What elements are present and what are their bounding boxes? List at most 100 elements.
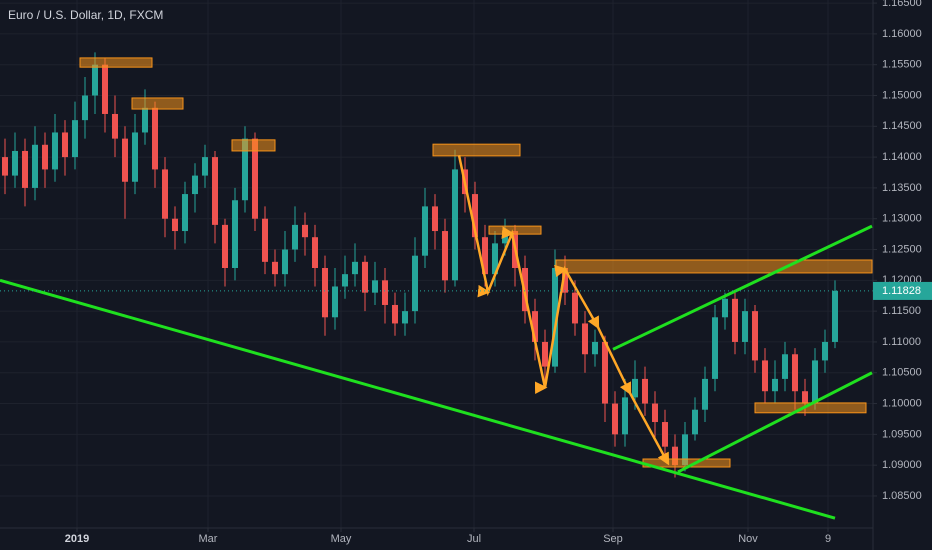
axes: 1.08500 1.09000 1.09500 1.10000 1.10500 1.110… [65, 0, 932, 545]
candle-body [272, 261, 278, 275]
candle-body [762, 360, 768, 392]
candle-body [782, 354, 788, 379]
candle-body [292, 224, 298, 250]
candle-body [592, 341, 598, 355]
zone [131, 97, 184, 110]
candle-body [52, 132, 58, 170]
y-tick-label: 1.16500 [882, 0, 922, 9]
last-price-tag [873, 281, 932, 300]
candle-body [642, 378, 648, 404]
candle-body [212, 157, 218, 225]
candle-body [802, 391, 808, 404]
candle-body [132, 132, 138, 182]
y-tick-label: 1.16000 [882, 28, 922, 40]
last-price-label: 1.11828 [882, 285, 921, 297]
candle-body [22, 150, 28, 188]
candle-body [822, 341, 828, 361]
y-tick-label: 1.11000 [882, 336, 921, 348]
candle-body [312, 237, 318, 269]
zone [555, 259, 873, 274]
candle-body [352, 261, 358, 275]
y-tick-label: 1.15000 [882, 89, 922, 101]
candle-body [172, 218, 178, 232]
x-tick-label: Mar [199, 533, 218, 545]
candle-body [322, 268, 328, 318]
y-tick-label: 1.08500 [882, 490, 922, 502]
candle-body [282, 249, 288, 275]
price-path [457, 154, 670, 466]
candle-body [672, 446, 678, 466]
y-tick-label: 1.12500 [882, 243, 922, 255]
candle-body [302, 224, 308, 238]
candle-body [182, 194, 188, 232]
x-tick-label: May [331, 533, 352, 545]
y-tick-label: 1.13000 [882, 213, 922, 225]
y-tick-label: 1.11500 [882, 305, 921, 317]
x-tick-label: Jul [467, 533, 481, 545]
chart-title: Euro / U.S. Dollar, 1D, FXCM [8, 8, 163, 22]
candle-body [202, 157, 208, 176]
candle-body [792, 354, 798, 392]
trendline [0, 278, 836, 520]
candle-body [602, 341, 608, 404]
candle-body [582, 323, 588, 355]
candle-body [752, 311, 758, 361]
candle-body [402, 311, 408, 324]
zone [432, 143, 521, 157]
y-tick-label: 1.09000 [882, 459, 922, 471]
candle-body [362, 261, 368, 293]
candle-body [12, 150, 18, 176]
candle-body [542, 341, 548, 367]
candle-body [622, 397, 628, 435]
candle-body [332, 286, 338, 318]
candle-body [342, 274, 348, 287]
candle-body [392, 304, 398, 324]
drawings [0, 57, 873, 520]
candle-body [452, 169, 458, 281]
candle-body [432, 206, 438, 232]
candle-body [572, 292, 578, 324]
candle-body [162, 169, 168, 219]
candle-body [112, 113, 118, 139]
candle-body [192, 175, 198, 195]
candle-body [102, 64, 108, 114]
candle-body [422, 206, 428, 256]
candle-body [382, 280, 388, 305]
x-tick-label: Nov [738, 533, 758, 545]
candle-body [372, 280, 378, 293]
candle-body [222, 224, 228, 269]
candle-body [92, 64, 98, 96]
x-tick-label: Sep [603, 533, 623, 545]
candle-body [62, 132, 68, 158]
y-tick-label: 1.13500 [882, 182, 922, 194]
y-tick-label: 1.15500 [882, 59, 922, 71]
zone [79, 57, 153, 68]
candle-body [72, 120, 78, 158]
trendline [677, 371, 873, 474]
candle-body [122, 138, 128, 182]
zone [231, 139, 276, 152]
candle-body [832, 290, 838, 342]
candle-body [412, 255, 418, 312]
candle-body [262, 218, 268, 262]
candle-body [142, 107, 148, 133]
candle-body [812, 360, 818, 404]
candle-body [232, 200, 238, 269]
candle-body [722, 298, 728, 318]
candle-body [252, 138, 258, 219]
candle-body [652, 403, 658, 423]
candle-body [442, 231, 448, 281]
y-tick-label: 1.14500 [882, 120, 922, 132]
y-tick-label: 1.10000 [882, 397, 922, 409]
candle-body [2, 157, 8, 176]
candles [2, 52, 838, 478]
candle-body [682, 434, 688, 466]
candle-body [732, 298, 738, 342]
candle-body [152, 107, 158, 170]
candle-body [742, 311, 748, 342]
candle-body [632, 378, 638, 398]
candle-body [32, 144, 38, 188]
